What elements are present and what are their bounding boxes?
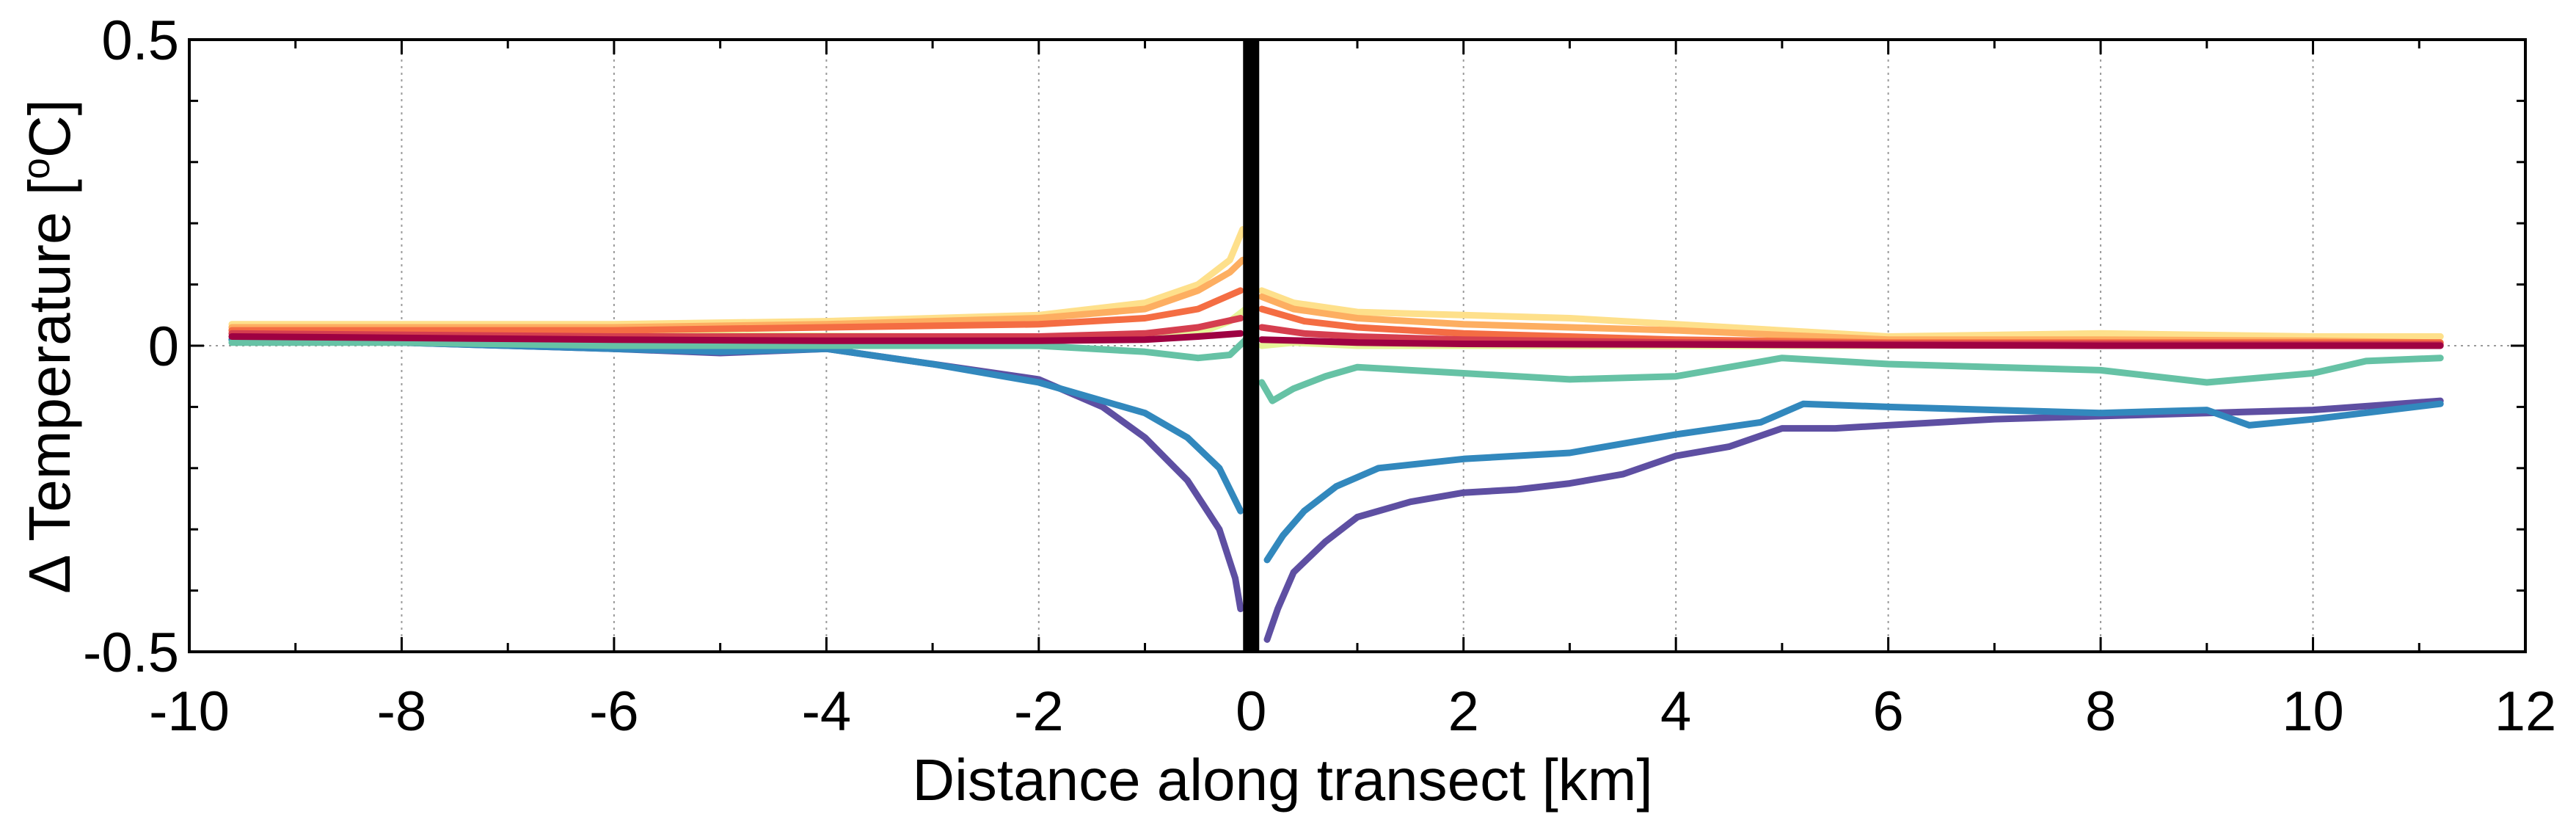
series-pale-yellow-segment-1 [228, 226, 1247, 328]
x-tick-label: -4 [802, 680, 852, 743]
x-tick-label: 2 [1448, 680, 1479, 743]
series-green-segment-2 [1258, 355, 2444, 404]
tick-layer: -10 -8 -6 -4 -2 0 2 4 6 8 10 12 -0.5 0 0.5 [83, 10, 2556, 743]
series-light-orange-segment-1 [228, 256, 1247, 331]
y-tick-label: 0.5 [101, 10, 179, 72]
series-layer [228, 226, 2444, 643]
series-purple-segment-2 [1263, 397, 2444, 643]
series-purple-segment-1 [228, 336, 1244, 613]
series-pale-yellow-segment-2 [1258, 287, 2444, 340]
x-axis-title: Distance along transect [km] [912, 747, 1652, 813]
y-tick-label: -0.5 [83, 622, 179, 684]
x-tick-label: 8 [2085, 680, 2116, 743]
series-green-segment-1 [228, 336, 1249, 362]
series-blue-segment-1 [228, 336, 1244, 515]
series-dark-red-segment-1 [228, 330, 1244, 344]
y-tick-label: 0 [148, 316, 179, 378]
x-tick-label: -6 [589, 680, 639, 743]
x-tick-label: 10 [2282, 680, 2344, 743]
y-axis-title: Δ Temperature [oC] [15, 99, 82, 594]
x-tick-label: 6 [1872, 680, 1903, 743]
series-orange-segment-1 [228, 287, 1244, 334]
y-axis-title-superscript: o [15, 158, 58, 179]
series-dark-red-segment-2 [1258, 336, 2444, 349]
x-tick-label: 0 [1236, 680, 1266, 743]
x-tick-label: -2 [1014, 680, 1064, 743]
x-tick-label: -10 [149, 680, 230, 743]
y-axis-title-suffix: C] [17, 99, 82, 158]
x-tick-label: -8 [377, 680, 427, 743]
y-axis-title-prefix: Δ Temperature [ [17, 179, 82, 594]
x-tick-label: 12 [2495, 680, 2557, 743]
x-tick-label: 4 [1660, 680, 1691, 743]
series-blue-segment-2 [1263, 400, 2444, 564]
